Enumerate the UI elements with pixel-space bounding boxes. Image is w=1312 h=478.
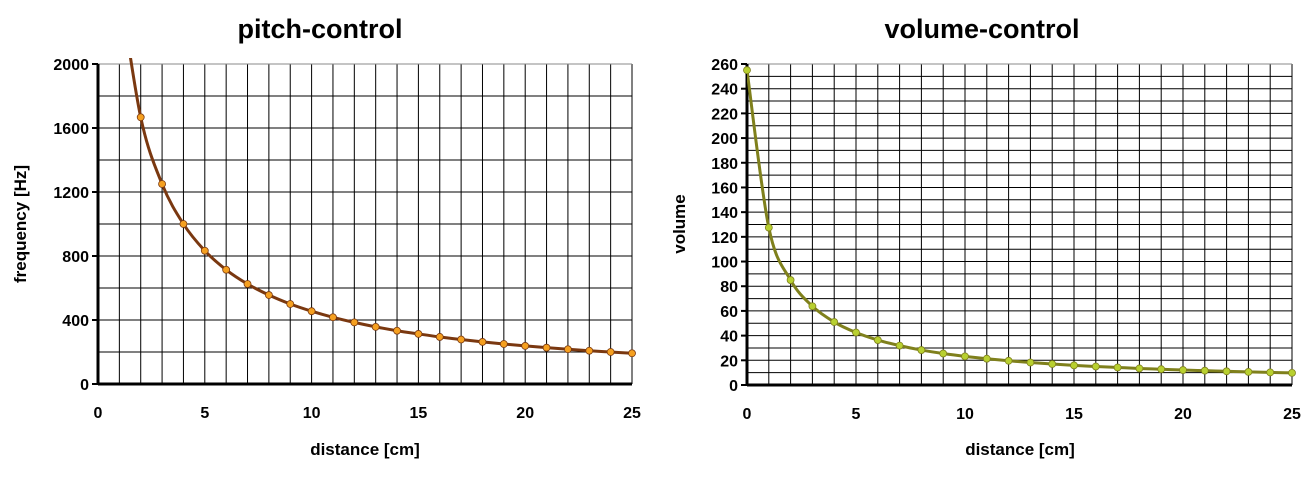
- data-point: [179, 220, 188, 228]
- x-tick-label: 0: [94, 405, 103, 422]
- x-tick-label: 25: [1283, 406, 1301, 423]
- y-tick-label: 80: [720, 279, 738, 296]
- y-tick-label: 400: [62, 313, 89, 330]
- data-point: [830, 318, 839, 326]
- data-point: [764, 223, 773, 232]
- x-tick-label: 5: [852, 406, 861, 423]
- x-axis-label: distance [cm]: [310, 440, 420, 459]
- data-point: [743, 66, 751, 75]
- data-point: [1200, 366, 1209, 375]
- data-point: [585, 346, 594, 355]
- data-point: [1004, 356, 1013, 365]
- data-point: [939, 349, 948, 358]
- y-tick-label: 200: [711, 131, 738, 148]
- data-point: [286, 300, 295, 308]
- y-tick-label: 60: [720, 304, 738, 321]
- y-tick-label: 180: [711, 156, 738, 173]
- x-axis-label: distance [cm]: [965, 440, 1075, 459]
- y-tick-label: 20: [720, 353, 738, 370]
- data-point: [1048, 360, 1057, 368]
- y-tick-label: 1600: [53, 121, 89, 138]
- y-axis-label: frequency [Hz]: [11, 165, 30, 283]
- x-tick-label: 10: [956, 406, 974, 423]
- x-tick-label: 25: [623, 405, 641, 422]
- y-tick-label: 40: [720, 329, 738, 346]
- y-tick-label: 2000: [53, 57, 89, 74]
- data-point: [1244, 368, 1253, 376]
- y-tick-label: 240: [711, 82, 738, 99]
- data-point: [628, 349, 636, 358]
- data-point: [917, 346, 926, 354]
- data-point: [1135, 364, 1144, 373]
- x-tick-label: 15: [1065, 406, 1083, 423]
- data-point: [982, 354, 991, 363]
- data-point: [307, 307, 316, 316]
- y-tick-label: 0: [729, 378, 738, 395]
- y-axis-label: volume: [670, 194, 689, 254]
- data-point: [1070, 361, 1078, 370]
- y-tick-label: 120: [711, 230, 738, 247]
- data-point: [852, 328, 860, 337]
- x-tick-label: 20: [516, 405, 534, 422]
- data-point: [1026, 358, 1035, 367]
- y-tick-label: 140: [711, 205, 738, 222]
- series-line: [747, 69, 1293, 375]
- data-point: [564, 345, 572, 354]
- x-tick-label: 20: [1174, 406, 1192, 423]
- data-point: [435, 333, 444, 341]
- data-point: [499, 340, 508, 348]
- data-point: [243, 280, 252, 288]
- data-point: [393, 326, 401, 335]
- data-point: [264, 291, 273, 299]
- y-tick-label: 800: [62, 249, 89, 266]
- data-point: [350, 318, 359, 327]
- data-point: [873, 336, 882, 344]
- data-point: [200, 246, 209, 255]
- x-tick-label: 10: [303, 405, 321, 422]
- data-point: [808, 302, 817, 311]
- y-tick-label: 0: [80, 377, 89, 394]
- y-tick-label: 1200: [53, 185, 89, 202]
- data-point: [1222, 367, 1231, 376]
- pitch-control-chart: pitch-control distance [cm] frequency [H…: [11, 14, 641, 459]
- data-point: [222, 265, 231, 274]
- data-point: [136, 113, 145, 122]
- data-point: [414, 330, 423, 338]
- y-tick-label: 220: [711, 106, 738, 123]
- y-tick-label: 260: [711, 57, 738, 74]
- x-tick-label: 0: [743, 406, 752, 423]
- x-tick-label: 5: [200, 405, 209, 422]
- data-point: [1091, 362, 1100, 371]
- data-point: [1113, 363, 1122, 372]
- y-tick-label: 100: [711, 255, 738, 272]
- volume-control-chart: volume-control distance [cm] volume 0 20 4…: [670, 14, 1301, 459]
- data-point: [542, 343, 551, 352]
- chart-title: volume-control: [884, 14, 1079, 44]
- data-point: [786, 276, 795, 284]
- data-point: [1288, 369, 1296, 377]
- data-point: [329, 313, 337, 322]
- data-point: [371, 322, 380, 331]
- data-point: [895, 341, 904, 350]
- chart-title: pitch-control: [238, 14, 403, 44]
- data-point: [606, 348, 615, 356]
- data-point: [1157, 365, 1166, 374]
- data-point: [961, 352, 969, 361]
- x-tick-label: 15: [410, 405, 428, 422]
- data-point: [158, 180, 166, 188]
- data-point: [457, 335, 466, 344]
- y-tick-label: 160: [711, 180, 738, 197]
- data-point: [1266, 368, 1275, 377]
- data-point: [478, 338, 487, 346]
- data-point: [1179, 366, 1187, 374]
- data-point: [521, 342, 530, 350]
